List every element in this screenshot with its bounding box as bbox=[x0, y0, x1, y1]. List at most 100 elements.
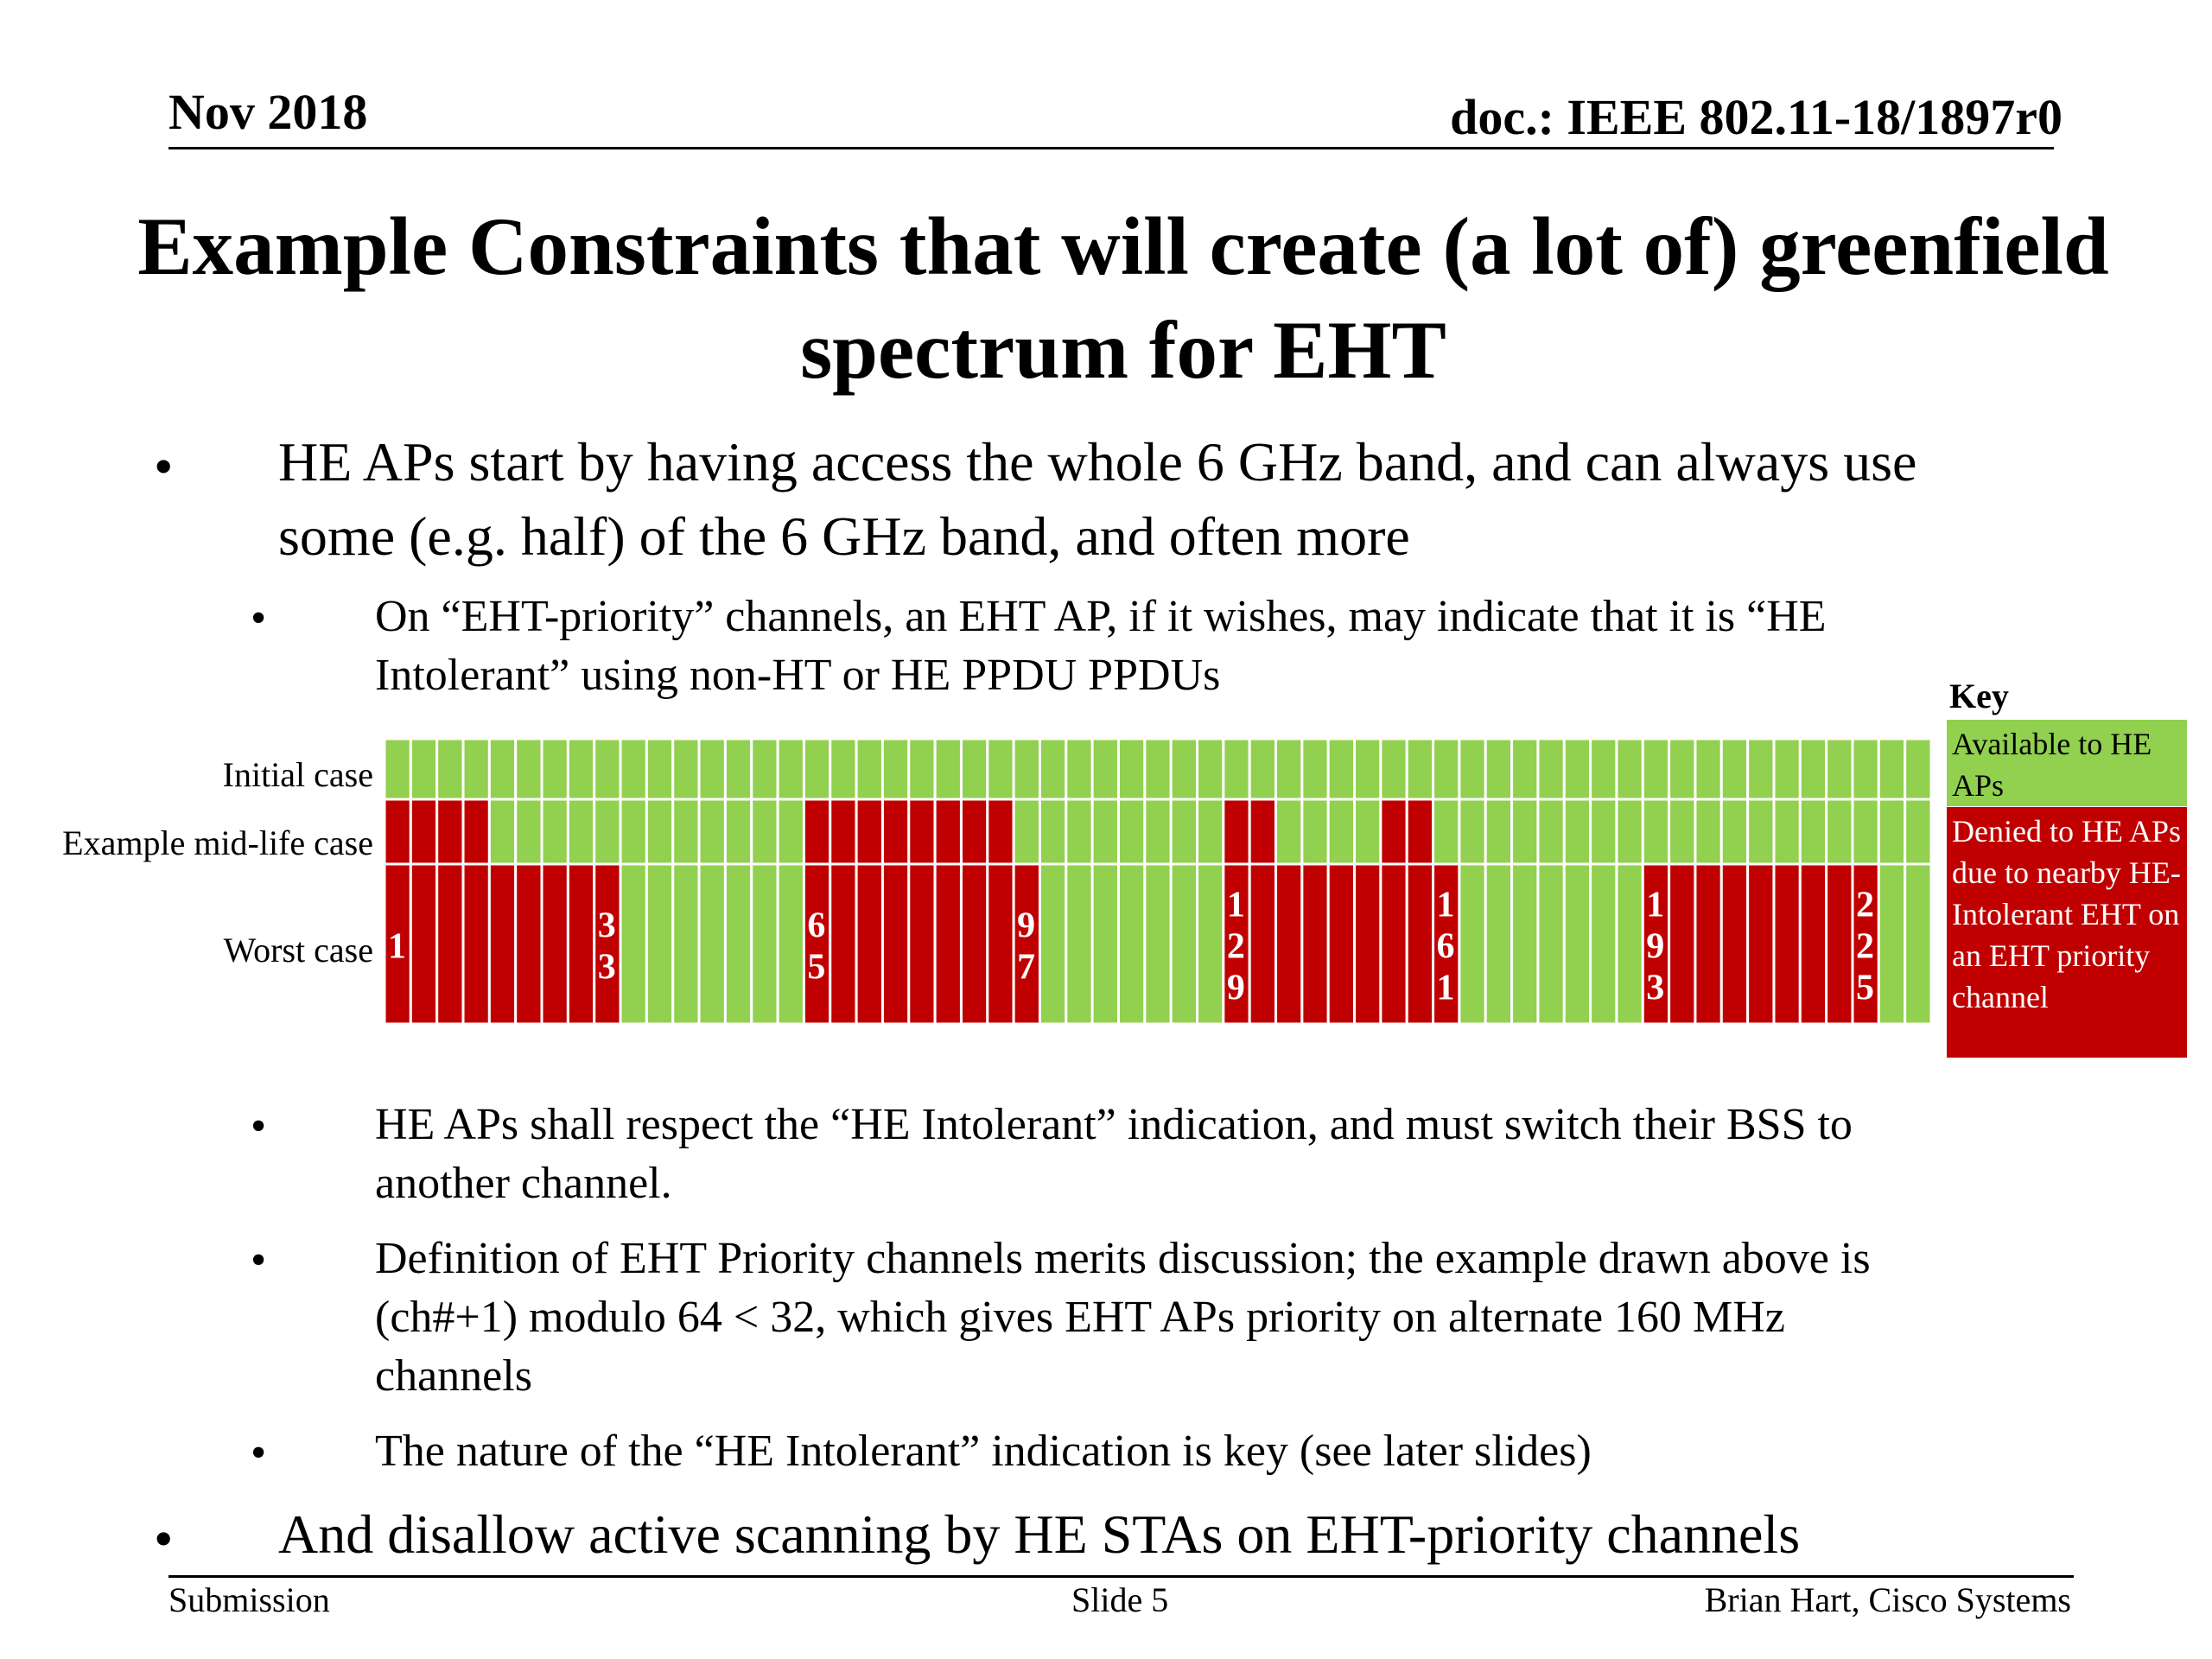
channel-cell bbox=[1562, 739, 1592, 801]
channel-cell bbox=[1746, 739, 1776, 801]
channel-cell bbox=[1746, 798, 1776, 866]
channel-cell bbox=[1326, 798, 1357, 866]
channel-cell bbox=[723, 798, 753, 866]
channel-cell bbox=[802, 798, 832, 866]
channel-cell bbox=[1641, 739, 1671, 801]
channel-cell bbox=[1668, 739, 1697, 801]
channel-cell bbox=[1300, 862, 1330, 1024]
channel-cell bbox=[1274, 739, 1304, 801]
channel-cell bbox=[829, 798, 858, 866]
channel-cell bbox=[1379, 739, 1408, 801]
slide-title-line2: spectrum for EHT bbox=[800, 304, 1446, 396]
channel-cell bbox=[959, 798, 989, 866]
channel-cell bbox=[487, 862, 518, 1024]
sub-bullet-symbol: • bbox=[251, 1102, 267, 1151]
channel-cell bbox=[1274, 862, 1304, 1024]
channel-cell bbox=[1904, 862, 1931, 1024]
channel-cell bbox=[487, 798, 518, 866]
channel-cell bbox=[1222, 798, 1251, 866]
sub-bullet-4: The nature of the “HE Intolerant” indica… bbox=[375, 1422, 2103, 1481]
channel-number-label: 2 bbox=[1856, 927, 1874, 967]
channel-number-label: 9 bbox=[1646, 927, 1664, 967]
channel-cell bbox=[1536, 739, 1566, 801]
channel-cell bbox=[1353, 739, 1382, 801]
channel-cell bbox=[1169, 798, 1199, 866]
channel-cell bbox=[1353, 798, 1382, 866]
channel-cell bbox=[645, 798, 675, 866]
channel-cell bbox=[645, 739, 675, 801]
channel-cell bbox=[1510, 862, 1540, 1024]
channel-cell bbox=[593, 862, 622, 1024]
channel-cell bbox=[1719, 798, 1750, 866]
channel-cell bbox=[1510, 739, 1540, 801]
channel-cell bbox=[1090, 798, 1120, 866]
channel-cell bbox=[776, 862, 805, 1024]
channel-cell bbox=[880, 798, 911, 866]
channel-cell bbox=[435, 798, 465, 866]
channel-cell bbox=[1615, 739, 1644, 801]
channel-cell bbox=[1798, 739, 1828, 801]
channel-cell bbox=[1169, 739, 1199, 801]
channel-cell bbox=[1090, 862, 1120, 1024]
key-title: Key bbox=[1949, 677, 2009, 715]
channel-cell bbox=[829, 862, 858, 1024]
channel-cell bbox=[1694, 739, 1723, 801]
key-available: Available to HE APs bbox=[1947, 720, 2187, 806]
channel-cell bbox=[1458, 739, 1487, 801]
channel-cell bbox=[1196, 739, 1225, 801]
channel-cell bbox=[1772, 739, 1802, 801]
channel-cell bbox=[514, 862, 543, 1024]
channel-cell bbox=[671, 739, 701, 801]
channel-cell bbox=[986, 862, 1015, 1024]
channel-cell bbox=[1484, 739, 1514, 801]
channel-cell bbox=[697, 739, 727, 801]
channel-cell bbox=[723, 739, 753, 801]
channel-cell bbox=[907, 798, 937, 866]
channel-cell bbox=[1772, 798, 1802, 866]
channel-cell bbox=[1116, 862, 1147, 1024]
channel-cell bbox=[1510, 798, 1540, 866]
channel-cell bbox=[1274, 798, 1304, 866]
channel-cell bbox=[566, 862, 596, 1024]
channel-number-label: 2 bbox=[1227, 927, 1245, 967]
channel-cell bbox=[645, 862, 675, 1024]
sub-bullet-2-line2: another channel. bbox=[375, 1159, 672, 1208]
channel-cell bbox=[1825, 798, 1854, 866]
channel-number-label: 3 bbox=[1646, 969, 1664, 1008]
channel-cell bbox=[1379, 798, 1408, 866]
channel-cell bbox=[1668, 862, 1697, 1024]
channel-cell bbox=[1536, 798, 1566, 866]
channel-cell bbox=[1536, 862, 1566, 1024]
channel-cell bbox=[1484, 798, 1514, 866]
channel-cell bbox=[986, 739, 1015, 801]
channel-cell bbox=[880, 739, 911, 801]
sub-bullet-3-line3: channels bbox=[375, 1351, 532, 1401]
channel-cell bbox=[1405, 862, 1435, 1024]
channel-cell bbox=[1300, 739, 1330, 801]
channel-cell bbox=[1798, 798, 1828, 866]
sub-bullet-2-line1: HE APs shall respect the “HE Intolerant”… bbox=[375, 1100, 1853, 1149]
header-date: Nov 2018 bbox=[168, 84, 368, 140]
channel-cell bbox=[1248, 739, 1278, 801]
channel-cell bbox=[855, 862, 884, 1024]
bullet-2: And disallow active scanning by HE STAs … bbox=[278, 1497, 2093, 1572]
channel-cell bbox=[1196, 862, 1225, 1024]
channel-number-label: 9 bbox=[1227, 969, 1245, 1008]
channel-cell bbox=[1589, 862, 1618, 1024]
channel-cell bbox=[671, 862, 701, 1024]
channel-cell bbox=[409, 739, 439, 801]
channel-cell bbox=[1169, 862, 1199, 1024]
sub-bullet-3-line1: Definition of EHT Priority channels meri… bbox=[375, 1234, 1871, 1283]
channel-cell bbox=[1562, 798, 1592, 866]
channel-cell bbox=[671, 798, 701, 866]
channel-cell bbox=[540, 739, 569, 801]
channel-cell bbox=[1694, 862, 1723, 1024]
channel-cell bbox=[1719, 739, 1750, 801]
row-label-worst: Worst case bbox=[223, 931, 373, 969]
bullet-symbol: • bbox=[154, 435, 174, 497]
channel-cell bbox=[829, 739, 858, 801]
channel-cell bbox=[1877, 862, 1907, 1024]
sub-bullet-3-line2: (ch#+1) modulo 64 < 32, which gives EHT … bbox=[375, 1293, 1785, 1342]
channel-cell bbox=[907, 862, 937, 1024]
row-label-initial: Initial case bbox=[222, 755, 373, 794]
